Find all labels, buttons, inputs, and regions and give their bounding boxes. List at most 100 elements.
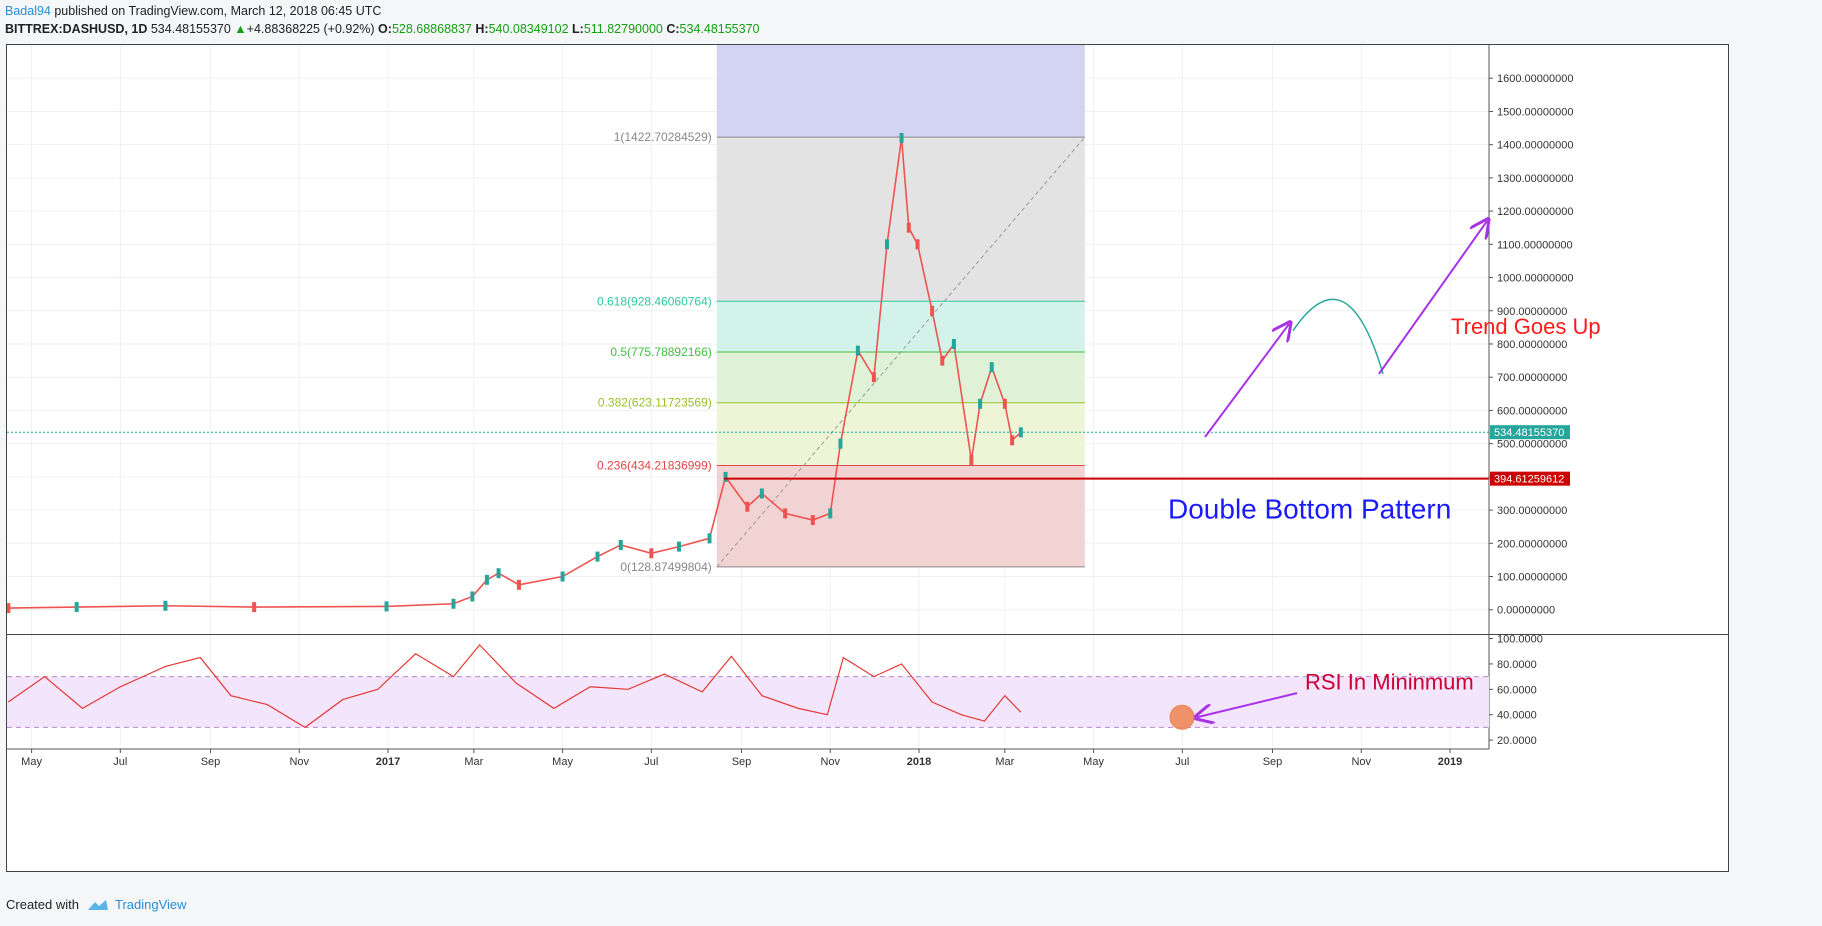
price-candle: [74, 602, 79, 613]
price-candle: [884, 239, 889, 250]
price-candle: [951, 338, 956, 349]
price-tick-label: 1400.00000000: [1497, 140, 1573, 152]
rsi-tick-label: 20.0000: [1497, 735, 1537, 747]
price-candle: [163, 600, 168, 611]
support-price-badge-label: 394.61259612: [1494, 474, 1564, 486]
price-tick-label: 1600.00000000: [1497, 73, 1573, 85]
footer: Created with TradingView: [6, 897, 187, 912]
rsi-pane: 100.0000 80.0000 60.0000 40.0000 20.0000: [7, 634, 1543, 747]
rsi-tick-label: 60.0000: [1497, 684, 1537, 696]
price-candle: [451, 598, 456, 609]
time-tick-label: Jul: [644, 756, 658, 768]
price-tick-label: 0.00000000: [1497, 605, 1555, 617]
time-tick-label: May: [552, 756, 573, 768]
time-tick-label: Nov: [289, 756, 309, 768]
price-candle: [969, 455, 974, 466]
fib-level-label: 1(1422.70284529): [614, 130, 712, 144]
fib-zone: [716, 352, 1085, 403]
price-tick-label: 500.00000000: [1497, 439, 1567, 451]
last-price: 534.48155370: [150, 22, 231, 36]
time-tick-label: Sep: [1263, 756, 1283, 768]
price-change: +4.88368225 (+0.92%): [246, 22, 375, 36]
price-tick-label: 900.00000000: [1497, 306, 1567, 318]
price-candle: [745, 501, 750, 512]
price-tick-label: 1300.00000000: [1497, 173, 1573, 185]
high-value: 540.08349102: [488, 22, 569, 36]
price-candle: [618, 539, 623, 550]
open-value: 528.68868837: [391, 22, 472, 36]
time-tick-label: Mar: [464, 756, 483, 768]
price-candle: [384, 601, 389, 612]
price-tick-label: 200.00000000: [1497, 538, 1567, 550]
price-candle: [723, 471, 728, 482]
fib-level-label: 0.236(434.21836999): [597, 458, 712, 472]
trend-annotation: Trend Goes Up: [1451, 314, 1601, 339]
rsi-tick-label: 100.0000: [1497, 634, 1543, 646]
price-candle: [676, 541, 681, 552]
price-candle: [915, 239, 920, 250]
up-triangle-icon: ▲: [234, 22, 247, 36]
price-candle: [1002, 398, 1007, 409]
chart-frame[interactable]: 1(1422.70284529) 0.618(928.46060764) 0.5(7…: [6, 44, 1729, 872]
price-tick-label: 1100.00000000: [1497, 239, 1573, 251]
time-tick-label: 2017: [376, 756, 400, 768]
trend-arrow-2: [1378, 221, 1487, 375]
tradingview-label: TradingView: [114, 897, 187, 912]
fib-zone: [716, 137, 1085, 302]
chart-header: Badal94 published on TradingView.com, Ma…: [5, 2, 760, 38]
time-tick-label: Sep: [732, 756, 752, 768]
price-tick-label: 1500.00000000: [1497, 106, 1573, 118]
price-tick-label: 300.00000000: [1497, 505, 1567, 517]
ohlc-line: BITTREX:DASHUSD, 1D 534.48155370 ▲+4.883…: [5, 20, 760, 38]
price-candle: [989, 362, 994, 373]
low-label: L:: [572, 22, 584, 36]
tradingview-link[interactable]: TradingView: [87, 897, 187, 912]
price-candle: [595, 551, 600, 562]
created-with-label: Created with: [6, 897, 79, 912]
price-candle: [930, 305, 935, 316]
price-candle: [978, 398, 983, 409]
time-tick-label: Nov: [1351, 756, 1371, 768]
price-candle: [470, 591, 475, 602]
current-price-badge: [1490, 425, 1570, 440]
price-candle: [560, 571, 565, 582]
price-candle: [484, 574, 489, 585]
price-tick-label: 1200.00000000: [1497, 206, 1573, 218]
price-candle: [759, 488, 764, 499]
publish-line: Badal94 published on TradingView.com, Ma…: [5, 2, 760, 20]
price-candle: [899, 133, 904, 144]
price-tick-label: 100.00000000: [1497, 572, 1567, 584]
time-axis: May Jul Sep Nov 2017 Mar May Jul Sep Nov 2018 Mar Ma…: [21, 749, 1462, 768]
symbol-label: BITTREX:DASHUSD, 1D: [5, 22, 148, 36]
price-candle: [6, 603, 11, 614]
time-tick-label: May: [21, 756, 42, 768]
fib-zone: [716, 301, 1085, 353]
time-tick-label: Nov: [820, 756, 840, 768]
fib-zone: [716, 465, 1085, 567]
price-tick-label: 1000.00000000: [1497, 273, 1573, 285]
close-label: C:: [666, 22, 680, 36]
time-tick-label: Jul: [113, 756, 127, 768]
price-candle: [783, 508, 788, 519]
price-tick-label: 600.00000000: [1497, 405, 1567, 417]
open-label: O:: [378, 22, 392, 36]
publish-info: published on TradingView.com, March 12, …: [50, 4, 382, 18]
fib-level-label: 0.618(928.46060764): [597, 294, 712, 308]
projection-curve: [1292, 298, 1384, 375]
price-candles: [6, 133, 1023, 614]
rsi-line: [7, 643, 1022, 729]
author-link[interactable]: Badal94: [5, 4, 51, 18]
price-candle: [496, 568, 501, 579]
fib-level-label: 0.382(623.11723569): [598, 396, 712, 410]
rsi-annotation: RSI In Mininmum: [1305, 669, 1474, 694]
price-candle: [810, 515, 815, 526]
price-candle: [838, 438, 843, 449]
time-tick-label: Sep: [201, 756, 221, 768]
price-candle: [940, 355, 945, 366]
chart-svg[interactable]: 1(1422.70284529) 0.618(928.46060764) 0.5(7…: [6, 45, 1728, 871]
price-candle: [707, 533, 712, 544]
price-candle: [855, 345, 860, 356]
high-label: H:: [475, 22, 489, 36]
fibonacci-retracement: 1(1422.70284529) 0.618(928.46060764) 0.5(7…: [597, 45, 1086, 574]
time-tick-label: May: [1083, 756, 1104, 768]
